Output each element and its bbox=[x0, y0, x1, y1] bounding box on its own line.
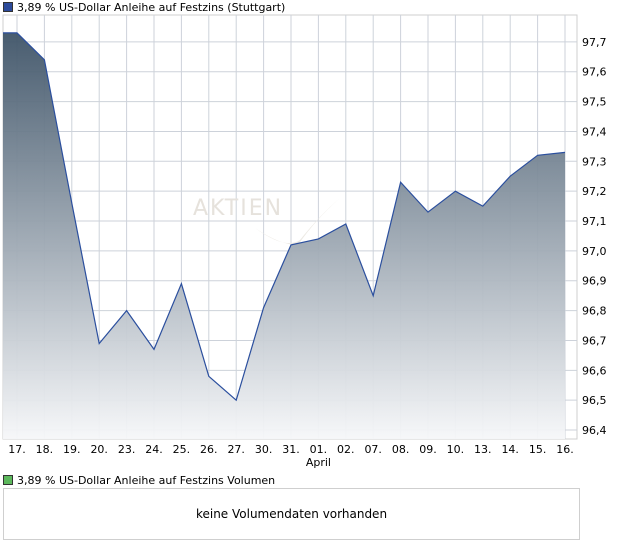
y-tick-label: 96,4 bbox=[582, 424, 607, 437]
x-tick-label: 16. bbox=[556, 443, 574, 456]
x-tick-label: 08. bbox=[392, 443, 410, 456]
x-tick-label: 26. bbox=[200, 443, 218, 456]
y-tick-label: 97,3 bbox=[582, 155, 607, 168]
y-tick-label: 96,7 bbox=[582, 334, 607, 347]
x-tick-label: 18. bbox=[36, 443, 54, 456]
price-legend-swatch bbox=[3, 2, 13, 12]
x-axis-month-label: April bbox=[306, 456, 331, 469]
x-tick-label: 30. bbox=[255, 443, 273, 456]
x-tick-label: 24. bbox=[145, 443, 163, 456]
x-tick-label: 10. bbox=[447, 443, 465, 456]
x-tick-label: 13. bbox=[474, 443, 492, 456]
x-tick-label: 31. bbox=[282, 443, 300, 456]
price-legend-label: 3,89 % US-Dollar Anleihe auf Festzins (S… bbox=[17, 0, 286, 14]
y-tick-label: 97,0 bbox=[582, 245, 607, 258]
x-tick-label: 23. bbox=[118, 443, 136, 456]
x-tick-label: 27. bbox=[227, 443, 245, 456]
x-tick-label: 07. bbox=[364, 443, 382, 456]
x-tick-label: 19. bbox=[63, 443, 81, 456]
x-tick-label: 14. bbox=[501, 443, 519, 456]
volume-panel: keine Volumendaten vorhanden bbox=[3, 488, 580, 540]
y-tick-label: 97,4 bbox=[582, 125, 607, 138]
x-tick-label: 09. bbox=[419, 443, 437, 456]
price-line bbox=[3, 32, 566, 402]
x-tick-label: 01. bbox=[310, 443, 328, 456]
y-axis-ticks: 97,7 97,6 97,5 97,4 97,3 97,2 97,1 97,0 96,9 96,8… bbox=[582, 36, 607, 437]
price-chart: AKTIEN 97,797,697,597,497,397,297,197,09… bbox=[2, 14, 607, 469]
x-axis-ticks: 17. 18. 19. 20. 23. 24. 25. 26. 27. 30. 31. 01. 02. 0… bbox=[8, 443, 574, 456]
watermark-text: AKTIEN bbox=[193, 196, 283, 221]
y-tick-label: 96,5 bbox=[582, 394, 607, 407]
y-tick-label: 96,9 bbox=[582, 275, 607, 288]
y-tick-label: 97,2 bbox=[582, 185, 607, 198]
x-tick-label: 17. bbox=[8, 443, 26, 456]
volume-empty-message: keine Volumendaten vorhanden bbox=[195, 507, 388, 521]
y-tick-label: 97,6 bbox=[582, 66, 607, 79]
x-tick-label: 25. bbox=[173, 443, 191, 456]
y-tick-label: 96,6 bbox=[582, 364, 607, 377]
y-tick-label: 97,5 bbox=[582, 96, 607, 109]
x-tick-label: 02. bbox=[337, 443, 355, 456]
volume-legend: 3,89 % US-Dollar Anleihe auf Festzins Vo… bbox=[3, 473, 275, 487]
volume-legend-label: 3,89 % US-Dollar Anleihe auf Festzins Vo… bbox=[17, 473, 276, 487]
price-legend: 3,89 % US-Dollar Anleihe auf Festzins (S… bbox=[3, 0, 285, 14]
volume-legend-swatch bbox=[3, 475, 13, 485]
price-area bbox=[3, 32, 565, 439]
y-tick-label: 97,7 bbox=[582, 36, 607, 49]
y-tick-label: 97,1 bbox=[582, 215, 607, 228]
y-tick-label: 96,8 bbox=[582, 305, 607, 318]
x-tick-label: 20. bbox=[90, 443, 108, 456]
x-tick-label: 15. bbox=[529, 443, 547, 456]
